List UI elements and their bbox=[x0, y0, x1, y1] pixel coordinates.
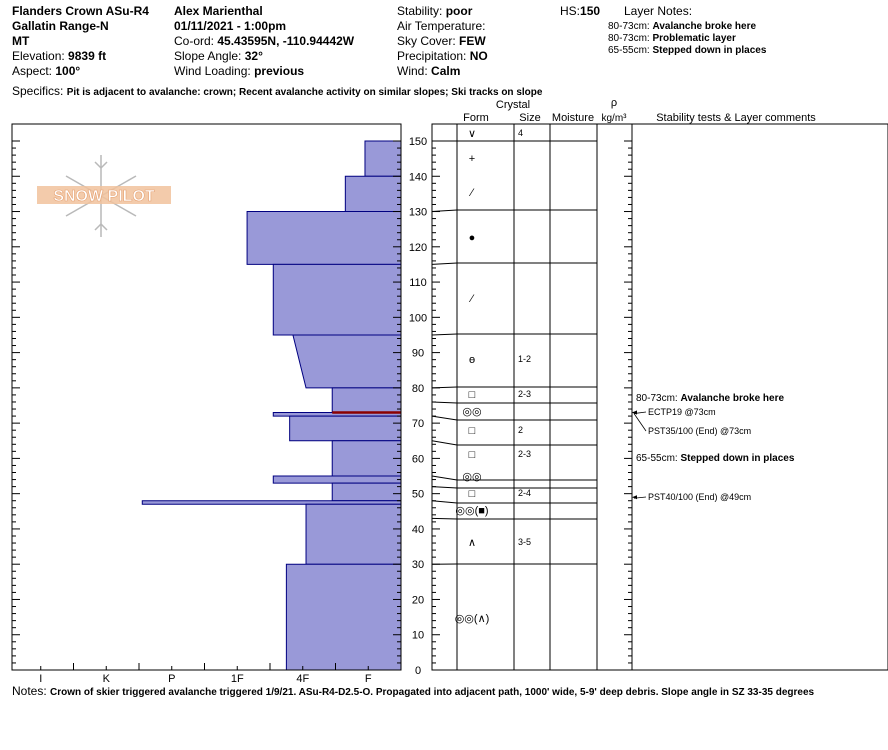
crystal-size: 4 bbox=[518, 128, 523, 138]
test-label: PST40/100 (End) @49cm bbox=[648, 492, 751, 502]
height-tick-label: 50 bbox=[412, 489, 424, 501]
hardness-layer bbox=[286, 564, 401, 670]
form-header: Form bbox=[463, 112, 489, 124]
height-tick-label: 130 bbox=[409, 207, 427, 219]
height-tick-label: 100 bbox=[409, 312, 427, 324]
size-header: Size bbox=[519, 112, 540, 124]
hardness-layer bbox=[306, 504, 401, 564]
hardness-layer bbox=[365, 141, 401, 176]
crystal-size: 3-5 bbox=[518, 537, 531, 547]
height-tick-label: 10 bbox=[412, 630, 424, 642]
crystal-form: ◎◎(■) bbox=[455, 505, 488, 517]
comments-header: Stability tests & Layer comments bbox=[656, 112, 816, 124]
crystal-size: 2-3 bbox=[518, 389, 531, 399]
height-tick-label: 90 bbox=[412, 348, 424, 360]
height-tick-label: 110 bbox=[409, 277, 427, 289]
height-tick-label: 20 bbox=[412, 594, 424, 606]
hardness-layer bbox=[290, 416, 401, 441]
hardness-profile bbox=[142, 141, 401, 670]
layer-comment: 65-55cm: Stepped down in places bbox=[636, 453, 795, 464]
density-header: kg/m³ bbox=[602, 113, 628, 124]
crystal-size: 2-4 bbox=[518, 488, 531, 498]
crystal-forms: ∨ 4 + ⁄ ● ⁄ ө 1-2 □ 2-3 ◎◎ □ 2 □ 2-3 ◎◎ □ 2-4 ◎◎(■) ∧ 3-5 ◎◎(… bbox=[455, 128, 531, 625]
hardness-layer bbox=[332, 388, 401, 413]
test-arrowhead bbox=[632, 495, 637, 499]
crystal-size: 2-3 bbox=[518, 449, 531, 459]
height-tick-label: 30 bbox=[412, 559, 424, 571]
height-tick-label: 150 bbox=[409, 136, 427, 148]
crystal-form: + bbox=[469, 153, 475, 165]
crystal-form: ө bbox=[469, 354, 475, 366]
hardness-tick-label: F bbox=[365, 673, 372, 685]
hardness-layer bbox=[142, 501, 401, 505]
crystal-form: ⁄ bbox=[468, 187, 475, 199]
hardness-tick-label: I bbox=[39, 673, 42, 685]
hardness-layer bbox=[273, 476, 401, 483]
hardness-layer bbox=[345, 176, 401, 211]
crystal-size: 1-2 bbox=[518, 354, 531, 364]
hardness-layer bbox=[247, 212, 401, 265]
crystal-form: □ bbox=[469, 449, 476, 461]
snow-profile-chart: SNOW PILOT Crystal Form Size Moisture ρ … bbox=[0, 0, 888, 750]
height-tick-label: 120 bbox=[409, 242, 427, 254]
crystal-form: ∧ bbox=[468, 537, 476, 549]
hardness-tick-label: K bbox=[103, 673, 111, 685]
hardness-tick-label: 1F bbox=[231, 673, 244, 685]
hardness-layer bbox=[293, 335, 401, 388]
layer-comment: 80-73cm: Avalanche broke here bbox=[636, 393, 784, 404]
crystal-form: □ bbox=[469, 488, 476, 500]
rho-header: ρ bbox=[611, 97, 617, 109]
crystal-form: ∨ bbox=[468, 128, 476, 140]
height-tick-label: 60 bbox=[412, 453, 424, 465]
crystal-form: ⁄ bbox=[468, 293, 475, 305]
crystal-form: □ bbox=[469, 389, 476, 401]
logo-text: SNOW PILOT bbox=[53, 188, 155, 205]
height-tick-label: 80 bbox=[412, 383, 424, 395]
test-arrow bbox=[634, 414, 646, 431]
test-label: PST35/100 (End) @73cm bbox=[648, 426, 751, 436]
height-tick-label: 0 bbox=[415, 665, 421, 677]
crystal-size: 2 bbox=[518, 425, 523, 435]
crystal-form: ● bbox=[469, 232, 476, 244]
crystal-form: ◎◎ bbox=[462, 406, 481, 418]
hardness-layer bbox=[332, 483, 401, 501]
hardness-layer bbox=[273, 264, 401, 335]
crystal-form: □ bbox=[469, 425, 476, 437]
height-tick-label: 140 bbox=[409, 171, 427, 183]
hardness-tick-label: 4F bbox=[296, 673, 309, 685]
crystal-form: ◎◎(∧) bbox=[455, 613, 490, 625]
stability-tests: 80-73cm: Avalanche broke here 65-55cm: St… bbox=[632, 393, 795, 502]
hardness-tick-label: P bbox=[168, 673, 175, 685]
height-tick-label: 40 bbox=[412, 524, 424, 536]
hardness-layer bbox=[332, 441, 401, 476]
snowpilot-logo: SNOW PILOT bbox=[37, 155, 171, 237]
column-headers: Crystal Form Size Moisture ρ kg/m³ Stabi… bbox=[463, 97, 816, 124]
height-tick-label: 70 bbox=[412, 418, 424, 430]
crystal-form: ◎◎ bbox=[462, 471, 481, 483]
moisture-header: Moisture bbox=[552, 112, 594, 124]
test-label: ECTP19 @73cm bbox=[648, 407, 716, 417]
crystal-header: Crystal bbox=[496, 99, 530, 111]
